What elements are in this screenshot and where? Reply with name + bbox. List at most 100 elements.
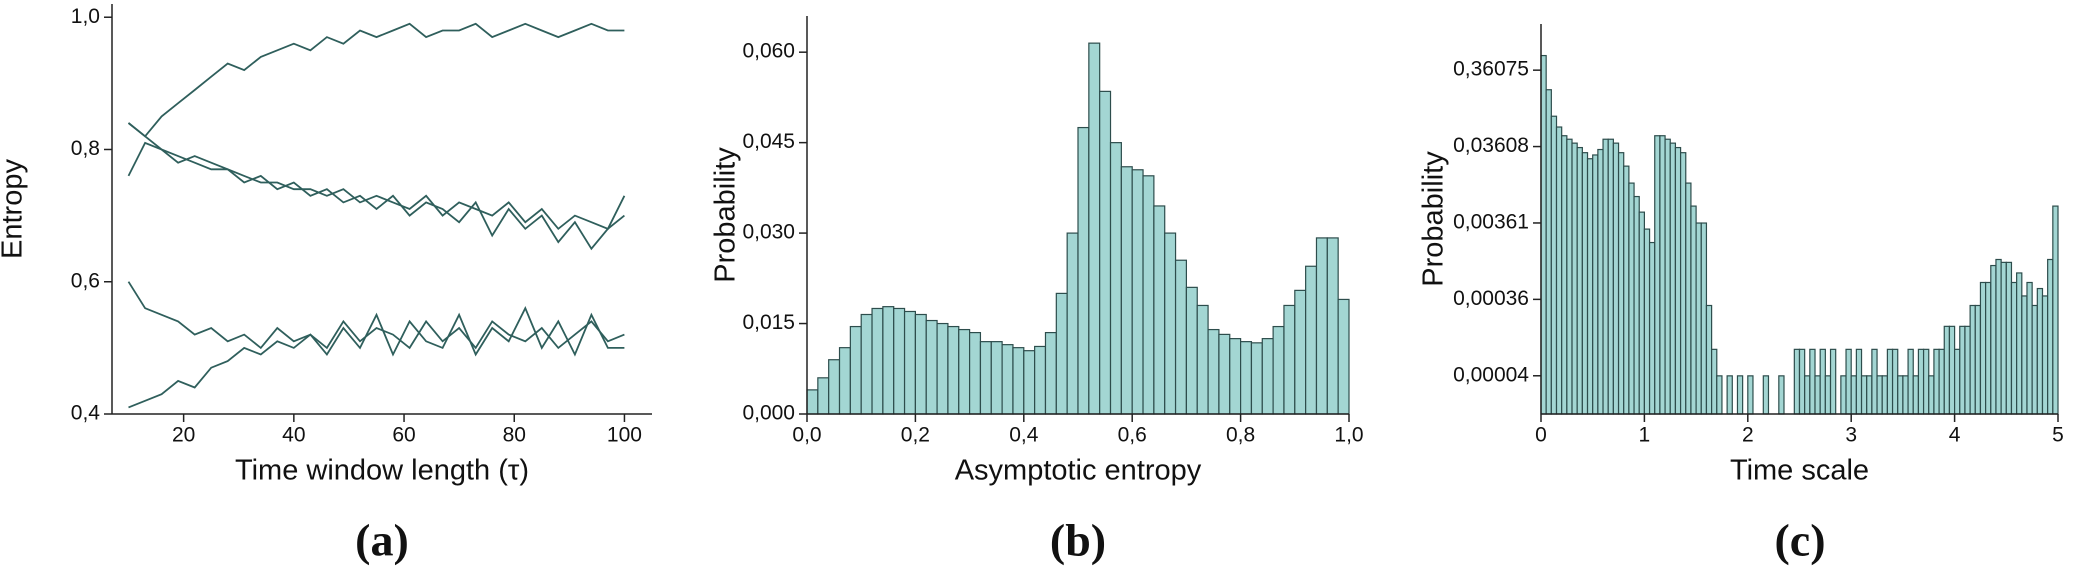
bar [1804, 375, 1811, 415]
bar [2005, 261, 2013, 415]
bar [1602, 138, 1609, 415]
y-tick-label: 0,4 [71, 402, 101, 425]
bar [1917, 348, 1925, 415]
bar [1272, 325, 1285, 415]
bar [1099, 90, 1112, 415]
bar [1023, 350, 1036, 415]
bar [1055, 292, 1068, 415]
bar [1283, 304, 1296, 415]
bar [1907, 348, 1914, 415]
line [127, 122, 626, 231]
y-tick-label: 0,045 [742, 130, 795, 153]
y-axis-title: Probability [1418, 151, 1450, 287]
bar [1120, 166, 1133, 415]
bar [1726, 375, 1733, 415]
bar [1809, 348, 1816, 415]
bar [1185, 286, 1198, 415]
x-tick-label: 2 [1742, 424, 1754, 447]
bar [1607, 138, 1614, 415]
bar [1638, 211, 1645, 415]
bar [936, 322, 949, 415]
bar [1326, 237, 1339, 415]
bar [1819, 348, 1826, 415]
y-tick-label: 0,8 [71, 137, 100, 160]
bar [1153, 205, 1166, 415]
x-axis-title: Time scale [1730, 455, 1869, 487]
y-tick-label: 0,6 [71, 269, 100, 292]
bar [1612, 142, 1620, 415]
x-tick-label: 0,6 [1118, 424, 1147, 447]
bar [2016, 272, 2023, 415]
bar [1690, 205, 1697, 415]
bar [1990, 264, 1997, 415]
bar [1654, 135, 1661, 415]
bar [1778, 375, 1785, 415]
bar [2010, 281, 2018, 415]
bar [958, 328, 971, 415]
bar [1669, 142, 1677, 415]
bar [871, 307, 884, 415]
bar [2036, 287, 2044, 415]
bar [1250, 342, 1263, 415]
bar [1985, 281, 1992, 415]
x-tick-label: 1,0 [1334, 424, 1363, 447]
x-tick-label: 0,4 [1009, 424, 1039, 447]
bar [1648, 241, 1656, 415]
bar [2031, 304, 2038, 415]
bar [1034, 345, 1047, 415]
bar [817, 377, 830, 415]
bar [1855, 348, 1863, 415]
x-tick-label: 100 [607, 424, 642, 447]
bar [1705, 304, 1713, 415]
bar [882, 306, 895, 415]
bar [1891, 348, 1899, 415]
bar [1824, 375, 1832, 415]
x-tick-label: 3 [1845, 424, 1857, 447]
bar [1979, 281, 1987, 415]
y-tick-label: 0,03608 [1453, 134, 1529, 157]
panel-label: (b) [1050, 515, 1106, 566]
bar [925, 319, 938, 415]
bar [1964, 325, 1971, 415]
bar [1109, 142, 1122, 415]
bar [968, 331, 982, 415]
bar [1545, 89, 1552, 415]
bar [849, 325, 862, 415]
bar [1959, 325, 1966, 415]
x-axis-title: Time window length (τ) [235, 455, 529, 487]
bar [1840, 375, 1847, 415]
panel-label: (c) [1774, 515, 1825, 566]
bar [1592, 154, 1599, 415]
bar [1974, 304, 1982, 415]
x-tick-label: 5 [2052, 424, 2064, 447]
bar [1876, 375, 1883, 415]
x-tick-label: 4 [1949, 424, 1961, 447]
bar [1953, 348, 1961, 415]
bar [1131, 169, 1144, 415]
y-tick-label: 0,030 [742, 221, 795, 244]
bar [1793, 348, 1801, 415]
bar [1747, 375, 1754, 415]
x-tick-label: 0 [1535, 424, 1547, 447]
bar [1948, 325, 1956, 415]
bar [979, 341, 992, 415]
bar [1207, 328, 1220, 415]
bar [1581, 152, 1589, 415]
bar [1164, 232, 1177, 415]
bar [1174, 259, 1188, 415]
x-tick-label: 80 [503, 424, 526, 447]
bar [1798, 348, 1806, 415]
y-axis-title: Probability [710, 147, 742, 283]
line [127, 281, 625, 350]
bar [1294, 289, 1307, 415]
x-axis-title: Asymptotic entropy [955, 455, 1202, 487]
bar [1685, 182, 1692, 415]
bar [1902, 375, 1909, 415]
bar [1597, 148, 1604, 415]
y-tick-label: 0,00036 [1453, 287, 1529, 310]
bar [1571, 142, 1578, 415]
bar [947, 325, 960, 415]
bar [860, 313, 873, 415]
bar [1566, 138, 1573, 415]
